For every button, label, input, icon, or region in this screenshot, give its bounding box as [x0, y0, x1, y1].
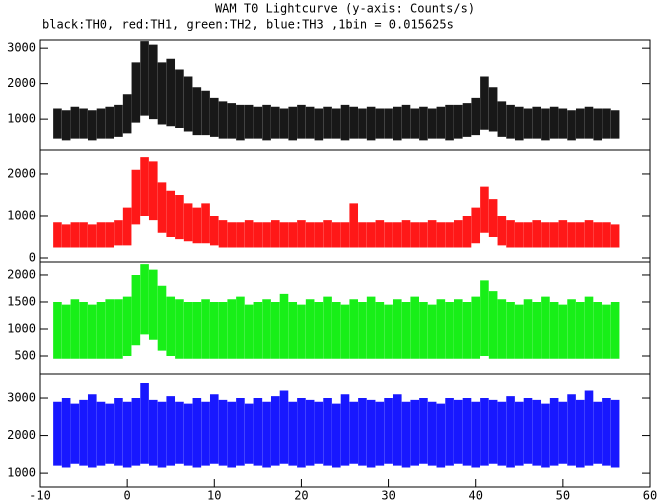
x-tick-label: 60 [643, 489, 657, 503]
y-tick-label: 1500 [7, 294, 36, 308]
panel-frame [39, 373, 651, 488]
y-tick-label: 3000 [7, 41, 36, 55]
x-tick-label: 0 [124, 489, 131, 503]
x-tick-label: 20 [294, 489, 308, 503]
y-tick-label: 1000 [7, 321, 36, 335]
y-tick-label: 2000 [7, 428, 36, 442]
y-tick-label: 1000 [7, 208, 36, 222]
x-tick-label: 10 [207, 489, 221, 503]
chart-title: WAM T0 Lightcurve (y-axis: Counts/s) [215, 2, 475, 16]
x-tick-label: 30 [381, 489, 395, 503]
chart-subtitle: black:TH0, red:TH1, green:TH2, blue:TH3 … [42, 18, 454, 32]
x-tick-label: 50 [556, 489, 570, 503]
x-tick-label: -10 [29, 489, 51, 503]
y-tick-label: 2000 [7, 166, 36, 180]
y-tick-label: 2000 [7, 76, 36, 90]
y-tick-label: 0 [29, 251, 36, 265]
y-tick-label: 1000 [7, 466, 36, 480]
y-tick-label: 3000 [7, 391, 36, 405]
y-tick-label: 500 [14, 349, 36, 363]
plot-area [53, 157, 620, 248]
x-tick-label: 40 [468, 489, 482, 503]
plot-area [53, 383, 620, 468]
y-tick-label: 2000 [7, 267, 36, 281]
plot-area [53, 41, 620, 141]
y-tick-label: 1000 [7, 112, 36, 126]
plot-area [53, 264, 620, 359]
